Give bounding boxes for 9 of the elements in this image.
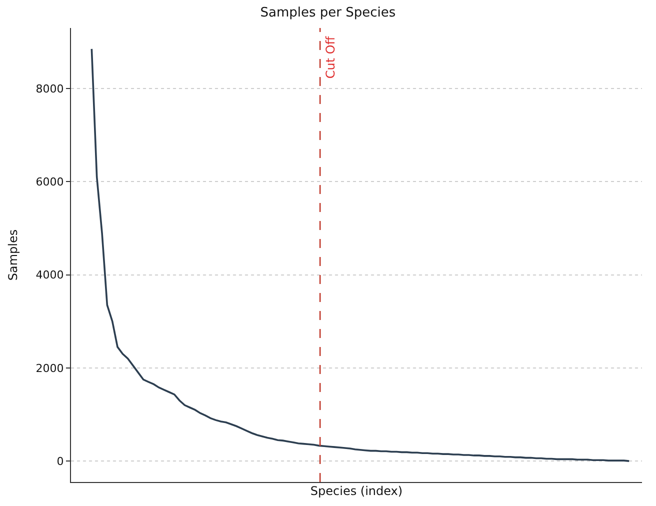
chart-title: Samples per Species bbox=[260, 6, 396, 21]
y-axis-title: Samples bbox=[6, 229, 20, 281]
annotation: Cut Off bbox=[324, 36, 338, 79]
x-axis-title: Species (index) bbox=[310, 484, 403, 498]
y-tick-label: 8000 bbox=[36, 82, 64, 96]
y-tick-label: 4000 bbox=[36, 268, 64, 282]
y-tick-label: 2000 bbox=[36, 362, 64, 375]
y-tick-label: 6000 bbox=[36, 176, 64, 189]
y-tick-label: 0 bbox=[56, 454, 64, 468]
